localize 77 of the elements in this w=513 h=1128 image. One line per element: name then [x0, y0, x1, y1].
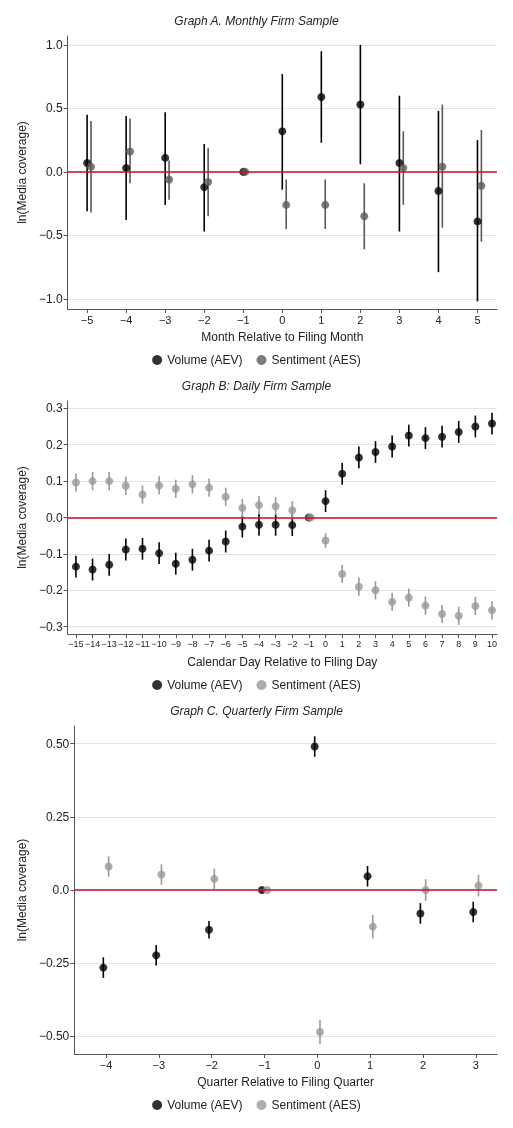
- y-tick-label: 0.25: [45, 809, 70, 824]
- x-tick-label: −13: [101, 638, 117, 649]
- x-tick-label: −4: [119, 313, 133, 326]
- x-tick-label: 0: [314, 1058, 321, 1071]
- x-tick-label: 2: [419, 1058, 427, 1071]
- x-tick-label: 9: [472, 638, 478, 649]
- x-tick-label: 5: [474, 313, 481, 326]
- x-tick-label: 5: [406, 638, 412, 649]
- chart-title: Graph C. Quarterly Firm Sample: [170, 704, 344, 718]
- x-tick-label: −7: [203, 638, 215, 649]
- y-tick-label: 0.50: [45, 736, 70, 751]
- x-tick-label: 4: [389, 638, 395, 649]
- y-tick-label: 0.5: [45, 101, 63, 116]
- y-tick-label: −0.25: [38, 956, 70, 971]
- x-tick-label: 3: [396, 313, 403, 326]
- legend-label: Sentiment (AES): [271, 353, 361, 367]
- x-axis-title: Month Relative to Filing Month: [201, 330, 364, 344]
- x-tick-label: −11: [135, 638, 150, 649]
- x-tick-label: −2: [197, 313, 211, 326]
- x-tick-label: −1: [236, 313, 250, 326]
- x-tick-label: 2: [357, 313, 364, 326]
- x-tick-label: −10: [151, 638, 167, 649]
- x-tick-label: −1: [258, 1058, 271, 1071]
- x-tick-label: −12: [118, 638, 134, 649]
- x-tick-label: −4: [99, 1058, 113, 1071]
- x-tick-label: −3: [152, 1058, 166, 1071]
- x-axis-title: Calendar Day Relative to Filing Day: [187, 655, 378, 669]
- x-tick-label: −15: [68, 638, 84, 649]
- y-tick-label: 0.1: [45, 474, 63, 489]
- x-tick-label: 0: [279, 313, 286, 326]
- x-tick-label: −9: [170, 638, 181, 649]
- y-tick-label: −0.5: [38, 228, 63, 243]
- x-tick-label: 1: [318, 313, 325, 326]
- legend-label: Volume (AEV): [167, 1098, 243, 1112]
- legend-label: Volume (AEV): [167, 678, 243, 692]
- x-tick-label: −4: [253, 638, 265, 649]
- x-tick-label: 10: [487, 638, 498, 649]
- x-tick-label: 4: [435, 313, 442, 326]
- y-tick-label: 0.0: [52, 883, 70, 897]
- y-axis-title: ln(Media coverage): [15, 466, 29, 569]
- legend-label: Volume (AEV): [167, 353, 243, 367]
- x-tick-label: −14: [84, 638, 101, 649]
- x-tick-label: 1: [367, 1058, 374, 1071]
- x-tick-label: 8: [456, 638, 462, 649]
- x-tick-label: −2: [205, 1058, 218, 1071]
- y-axis-title: ln(Media coverage): [15, 838, 29, 942]
- x-tick-label: −1: [303, 638, 315, 649]
- y-tick-label: −0.2: [38, 583, 63, 598]
- y-tick-label: −0.3: [38, 619, 63, 634]
- chart-title: Graph A. Monthly Firm Sample: [174, 14, 339, 28]
- x-tick-label: −5: [237, 638, 248, 649]
- x-tick-label: 3: [372, 638, 379, 649]
- x-tick-label: −3: [158, 313, 172, 326]
- x-tick-label: −6: [220, 638, 231, 649]
- x-tick-label: 2: [356, 638, 362, 649]
- y-tick-label: −1.0: [38, 291, 63, 306]
- y-tick-label: 0.2: [45, 437, 63, 452]
- x-tick-label: −5: [80, 313, 94, 326]
- y-axis-title: ln(Media coverage): [15, 121, 29, 224]
- x-tick-label: 0: [323, 638, 329, 649]
- x-tick-label: −2: [287, 638, 298, 649]
- y-tick-label: −0.1: [38, 546, 63, 561]
- x-tick-label: 1: [339, 638, 345, 649]
- x-tick-label: 6: [422, 638, 428, 649]
- x-tick-label: 7: [439, 638, 445, 649]
- y-tick-label: −0.50: [38, 1029, 70, 1044]
- x-tick-label: −3: [270, 638, 281, 649]
- y-tick-label: 1.0: [45, 37, 63, 52]
- legend-label: Sentiment (AES): [271, 678, 361, 692]
- y-tick-label: 0.0: [45, 510, 63, 525]
- x-tick-label: 3: [472, 1058, 479, 1071]
- y-tick-label: 0.3: [45, 401, 63, 416]
- legend-label: Sentiment (AES): [271, 1098, 361, 1112]
- x-tick-label: −8: [187, 638, 198, 649]
- y-tick-label: 0.0: [45, 164, 63, 179]
- chart-title: Graph B: Daily Firm Sample: [181, 379, 332, 393]
- x-axis-title: Quarter Relative to Filing Quarter: [197, 1075, 375, 1089]
